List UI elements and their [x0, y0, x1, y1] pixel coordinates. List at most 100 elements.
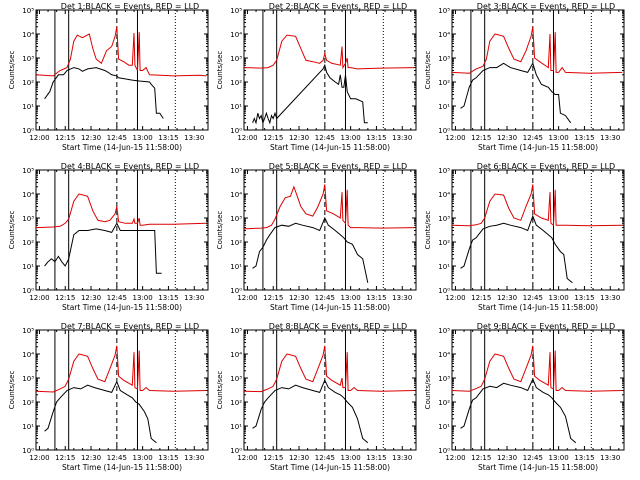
x-tick-label: 13:00 [549, 454, 569, 462]
x-tick-label: 12:30 [497, 454, 517, 462]
lld-series-line [36, 193, 207, 229]
y-tick-label: 10² [22, 239, 34, 247]
y-tick-label: 10⁰ [22, 287, 34, 295]
plot-frame [35, 329, 209, 451]
y-tick-label: 10⁰ [22, 127, 34, 135]
x-tick-label: 13:00 [133, 454, 153, 462]
y-tick-label: 10⁰ [230, 447, 242, 455]
x-tick-label: 13:30 [392, 454, 412, 462]
plot-frame [243, 169, 417, 291]
panel-det-3: 12:00 12:15 12:30 12:45 13:00 13:15 13:30 10⁰ 10… [424, 2, 625, 152]
x-tick-label: 12:00 [29, 134, 49, 142]
y-axis-label: Counts/sec [424, 211, 432, 250]
x-tick-label: 12:45 [107, 134, 127, 142]
y-tick-label: 10³ [22, 215, 34, 223]
y-axis-label: Counts/sec [216, 51, 224, 90]
y-tick-label: 10³ [230, 215, 242, 223]
y-tick-label: 10³ [230, 55, 242, 63]
x-tick-label: 12:15 [55, 134, 75, 142]
y-tick-label: 10¹ [230, 103, 242, 111]
x-tick-label: 13:00 [549, 294, 569, 302]
x-axis-label: Start Time (14-Jun-15 11:58:00) [62, 143, 182, 152]
y-tick-label: 10³ [438, 55, 450, 63]
x-tick-label: 12:45 [107, 294, 127, 302]
y-tick-label: 10⁴ [22, 31, 34, 39]
y-axis-label: Counts/sec [8, 371, 16, 410]
panel-det-9: 12:00 12:15 12:30 12:45 13:00 13:15 13:30 10⁰ 10… [424, 322, 625, 472]
plot-frame [451, 169, 625, 291]
y-tick-label: 10³ [438, 375, 450, 383]
x-tick-label: 13:15 [158, 454, 178, 462]
y-tick-label: 10³ [438, 215, 450, 223]
y-tick-label: 10³ [230, 375, 242, 383]
x-tick-label: 13:15 [366, 454, 386, 462]
plot-frame [243, 329, 417, 451]
x-tick-label: 12:00 [445, 134, 465, 142]
y-tick-label: 10³ [22, 375, 34, 383]
y-tick-label: 10⁴ [438, 31, 450, 39]
y-tick-label: 10⁵ [230, 7, 242, 15]
x-tick-label: 13:15 [574, 294, 594, 302]
x-axis-label: Start Time (14-Jun-15 11:58:00) [478, 143, 598, 152]
x-tick-label: 12:30 [81, 294, 101, 302]
x-tick-label: 13:30 [392, 134, 412, 142]
x-tick-label: 12:30 [81, 454, 101, 462]
y-tick-label: 10³ [22, 55, 34, 63]
y-tick-label: 10⁰ [230, 287, 242, 295]
panel-det-8: 12:00 12:15 12:30 12:45 13:00 13:15 13:30 10⁰ 10… [216, 322, 417, 472]
y-tick-label: 10⁰ [438, 287, 450, 295]
x-tick-label: 12:45 [523, 454, 543, 462]
events-series-line [460, 62, 572, 124]
panel-title: Det 6:BLACK = Events, RED = LLD [477, 162, 615, 171]
x-tick-label: 12:15 [471, 454, 491, 462]
panel-title: Det 4:BLACK = Events, RED = LLD [61, 162, 199, 171]
panel-det-4: 12:00 12:15 12:30 12:45 13:00 13:15 13:30 10⁰ 10… [8, 162, 209, 312]
panel-det-6: 12:00 12:15 12:30 12:45 13:00 13:15 13:30 10⁰ 10… [424, 162, 625, 312]
panel-det-2: 12:00 12:15 12:30 12:45 13:00 13:15 13:30 10⁰ 10… [216, 2, 417, 152]
y-tick-label: 10² [22, 399, 34, 407]
x-tick-label: 12:45 [523, 134, 543, 142]
events-series-line [44, 222, 162, 274]
y-tick-label: 10² [230, 239, 242, 247]
plot-frame [243, 9, 417, 131]
y-axis-label: Counts/sec [216, 371, 224, 410]
x-tick-label: 13:15 [158, 134, 178, 142]
events-series-line [460, 377, 577, 444]
panel-title: Det 5:BLACK = Events, RED = LLD [269, 162, 407, 171]
y-tick-label: 10⁰ [230, 127, 242, 135]
x-tick-label: 12:30 [289, 294, 309, 302]
y-tick-label: 10⁵ [230, 327, 242, 335]
x-tick-label: 13:15 [574, 454, 594, 462]
events-series-line [44, 380, 157, 444]
y-tick-label: 10⁰ [22, 447, 34, 455]
x-tick-label: 13:30 [600, 454, 620, 462]
lld-series-line [452, 26, 623, 74]
lld-series-line [244, 345, 415, 393]
y-tick-label: 10⁰ [438, 447, 450, 455]
panel-det-5: 12:00 12:15 12:30 12:45 13:00 13:15 13:30 10⁰ 10… [216, 162, 417, 312]
events-series-line [44, 67, 164, 119]
y-tick-label: 10¹ [230, 423, 242, 431]
panel-det-1: 12:00 12:15 12:30 12:45 13:00 13:15 13:30 10⁰ 10… [8, 2, 209, 152]
x-tick-label: 13:30 [392, 294, 412, 302]
lld-series-line [244, 34, 415, 70]
x-tick-label: 12:15 [263, 294, 283, 302]
y-tick-label: 10⁵ [230, 167, 242, 175]
y-tick-label: 10¹ [22, 423, 34, 431]
y-axis-label: Counts/sec [8, 211, 16, 250]
x-axis-label: Start Time (14-Jun-15 11:58:00) [478, 463, 598, 472]
x-axis-label: Start Time (14-Jun-15 11:58:00) [270, 143, 390, 152]
y-tick-label: 10² [438, 239, 450, 247]
x-tick-label: 12:15 [263, 454, 283, 462]
x-tick-label: 12:15 [263, 134, 283, 142]
y-tick-label: 10¹ [230, 263, 242, 271]
x-tick-label: 13:00 [341, 454, 361, 462]
y-tick-label: 10⁵ [438, 7, 450, 15]
plot-frame [35, 9, 209, 131]
y-tick-label: 10¹ [438, 423, 450, 431]
y-tick-label: 10⁴ [230, 191, 242, 199]
lld-series-line [244, 184, 415, 230]
panel-title: Det 8:BLACK = Events, RED = LLD [269, 322, 407, 331]
y-tick-label: 10⁴ [230, 31, 242, 39]
